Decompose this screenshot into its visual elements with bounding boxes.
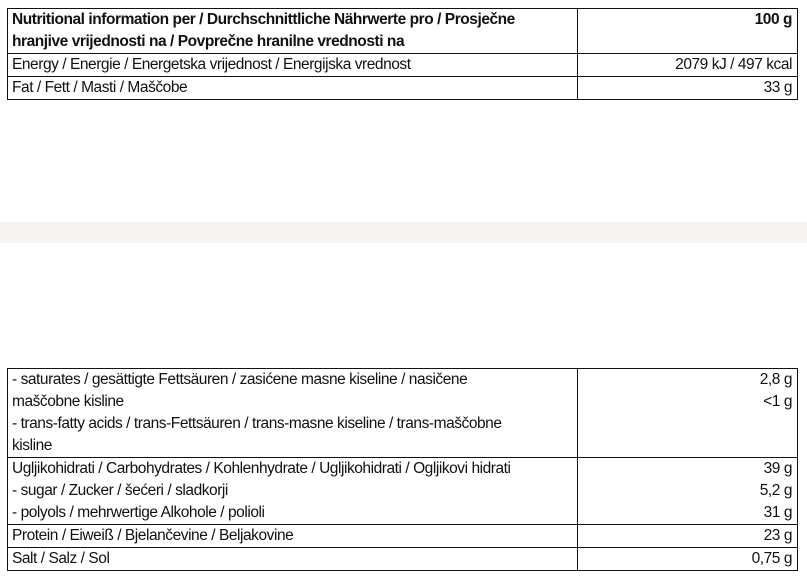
saturates-label-cont: maščobne kisline	[12, 393, 124, 410]
header-label-line: hranjive vrijednosti na / Povprečne hran…	[12, 33, 405, 50]
table-row-protein: Protein / Eiweiß / Bjelančevine / Beljak…	[8, 524, 797, 547]
fat-label: Fat / Fett / Masti / Maščobe	[12, 79, 188, 96]
sugar-value: 5,2 g	[759, 482, 793, 499]
table-row-fat: Fat / Fett / Masti / Maščobe 33 g	[8, 76, 797, 99]
energy-value: 2079 kJ / 497 kcal	[675, 56, 792, 73]
header-label-line: Nutritional information per / Durchschni…	[12, 11, 515, 28]
saturates-value: 2,8 g	[759, 371, 793, 388]
energy-label: Energy / Energie / Energetska vrijednost…	[12, 56, 411, 73]
nutrition-table-top: Nutritional information per / Durchschni…	[7, 8, 798, 100]
trans-fat-value: <1 g	[763, 393, 792, 410]
saturates-label: - saturates / gesättigte Fettsäuren / za…	[12, 371, 468, 388]
nutrition-table-bottom: - saturates / gesättigte Fettsäuren / za…	[7, 368, 798, 571]
fat-value: 33 g	[763, 79, 793, 96]
header-label: Nutritional information per / Durchschni…	[8, 9, 578, 53]
polyols-value: 31 g	[763, 504, 793, 521]
header-value: 100 g	[578, 9, 797, 53]
carbs-value: 39 g	[763, 460, 793, 477]
trans-fat-label-cont: kisline	[12, 437, 52, 454]
polyols-label: - polyols / mehrwertige Alkohole / polio…	[12, 504, 265, 521]
table-row-carbohydrates: Ugljikohidrati / Carbohydrates / Kohlenh…	[8, 457, 797, 524]
table-row-salt: Salt / Salz / Sol 0,75 g	[8, 547, 797, 570]
salt-label: Salt / Salz / Sol	[12, 550, 110, 567]
separator-band	[0, 222, 807, 243]
salt-value: 0,75 g	[751, 550, 793, 567]
sugar-label: - sugar / Zucker / šećeri / sladkorji	[12, 482, 228, 499]
table-row-fat-subtypes: - saturates / gesättigte Fettsäuren / za…	[8, 369, 797, 457]
trans-fat-label: - trans-fatty acids / trans-Fettsäuren /…	[12, 415, 502, 432]
protein-label: Protein / Eiweiß / Bjelančevine / Beljak…	[12, 527, 294, 544]
header-value-text: 100 g	[754, 11, 793, 28]
carbs-label: Ugljikohidrati / Carbohydrates / Kohlenh…	[12, 460, 511, 477]
table-row-energy: Energy / Energie / Energetska vrijednost…	[8, 53, 797, 76]
protein-value: 23 g	[763, 527, 793, 544]
table-header-row: Nutritional information per / Durchschni…	[8, 9, 797, 53]
